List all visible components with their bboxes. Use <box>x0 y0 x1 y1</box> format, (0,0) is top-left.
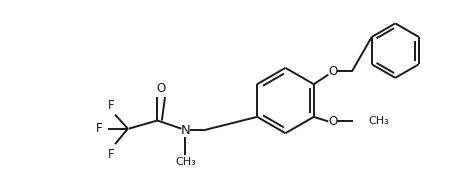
Text: O: O <box>156 82 165 95</box>
Text: CH₃: CH₃ <box>368 116 389 126</box>
Text: O: O <box>328 115 337 128</box>
Text: F: F <box>97 122 103 135</box>
Text: F: F <box>108 98 114 112</box>
Text: N: N <box>181 124 190 137</box>
Text: CH₃: CH₃ <box>175 157 196 167</box>
Text: F: F <box>108 148 114 161</box>
Text: O: O <box>328 65 337 78</box>
